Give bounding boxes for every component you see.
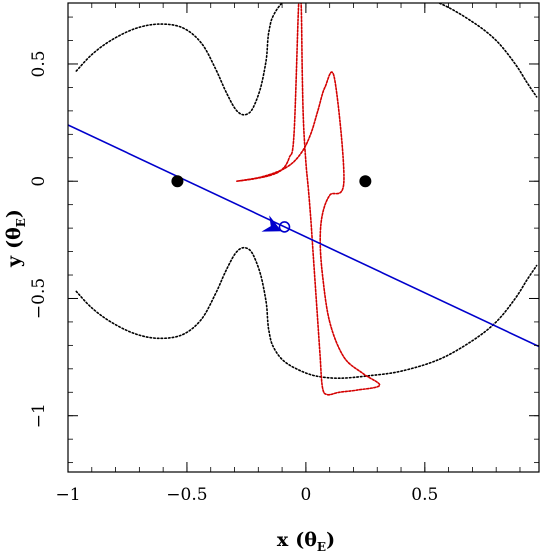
y-tick-label: −0.5 (29, 278, 49, 319)
x-tick-label: 0.5 (411, 485, 438, 505)
x-tick-label: −0.5 (166, 485, 207, 505)
critical-curve-lower (75, 246, 538, 380)
lens-mass-1 (171, 175, 184, 188)
source-position-marker (278, 221, 291, 233)
x-axis-title: x (θE) (277, 529, 335, 554)
caustic-curve (236, 3, 381, 396)
lens-mass-2 (359, 175, 372, 188)
axis-ticks (67, 3, 539, 472)
critical-curve-upper (75, 3, 538, 116)
plot-area (68, 3, 539, 396)
y-tick-label: −1 (29, 403, 49, 428)
plot-frame (67, 2, 540, 473)
x-tick-label: 0 (300, 485, 311, 505)
y-tick-label: 0.5 (29, 50, 49, 77)
tick-labels: −1 −0.5 0 0.5 0.5 0 −0.5 −1 (29, 50, 438, 505)
source-trajectory-line (68, 124, 539, 348)
x-tick-label: −1 (55, 485, 80, 505)
y-tick-label: 0 (29, 176, 49, 187)
trajectory-arrow-icon (261, 215, 282, 232)
y-axis-title: y(θE) (3, 209, 28, 268)
